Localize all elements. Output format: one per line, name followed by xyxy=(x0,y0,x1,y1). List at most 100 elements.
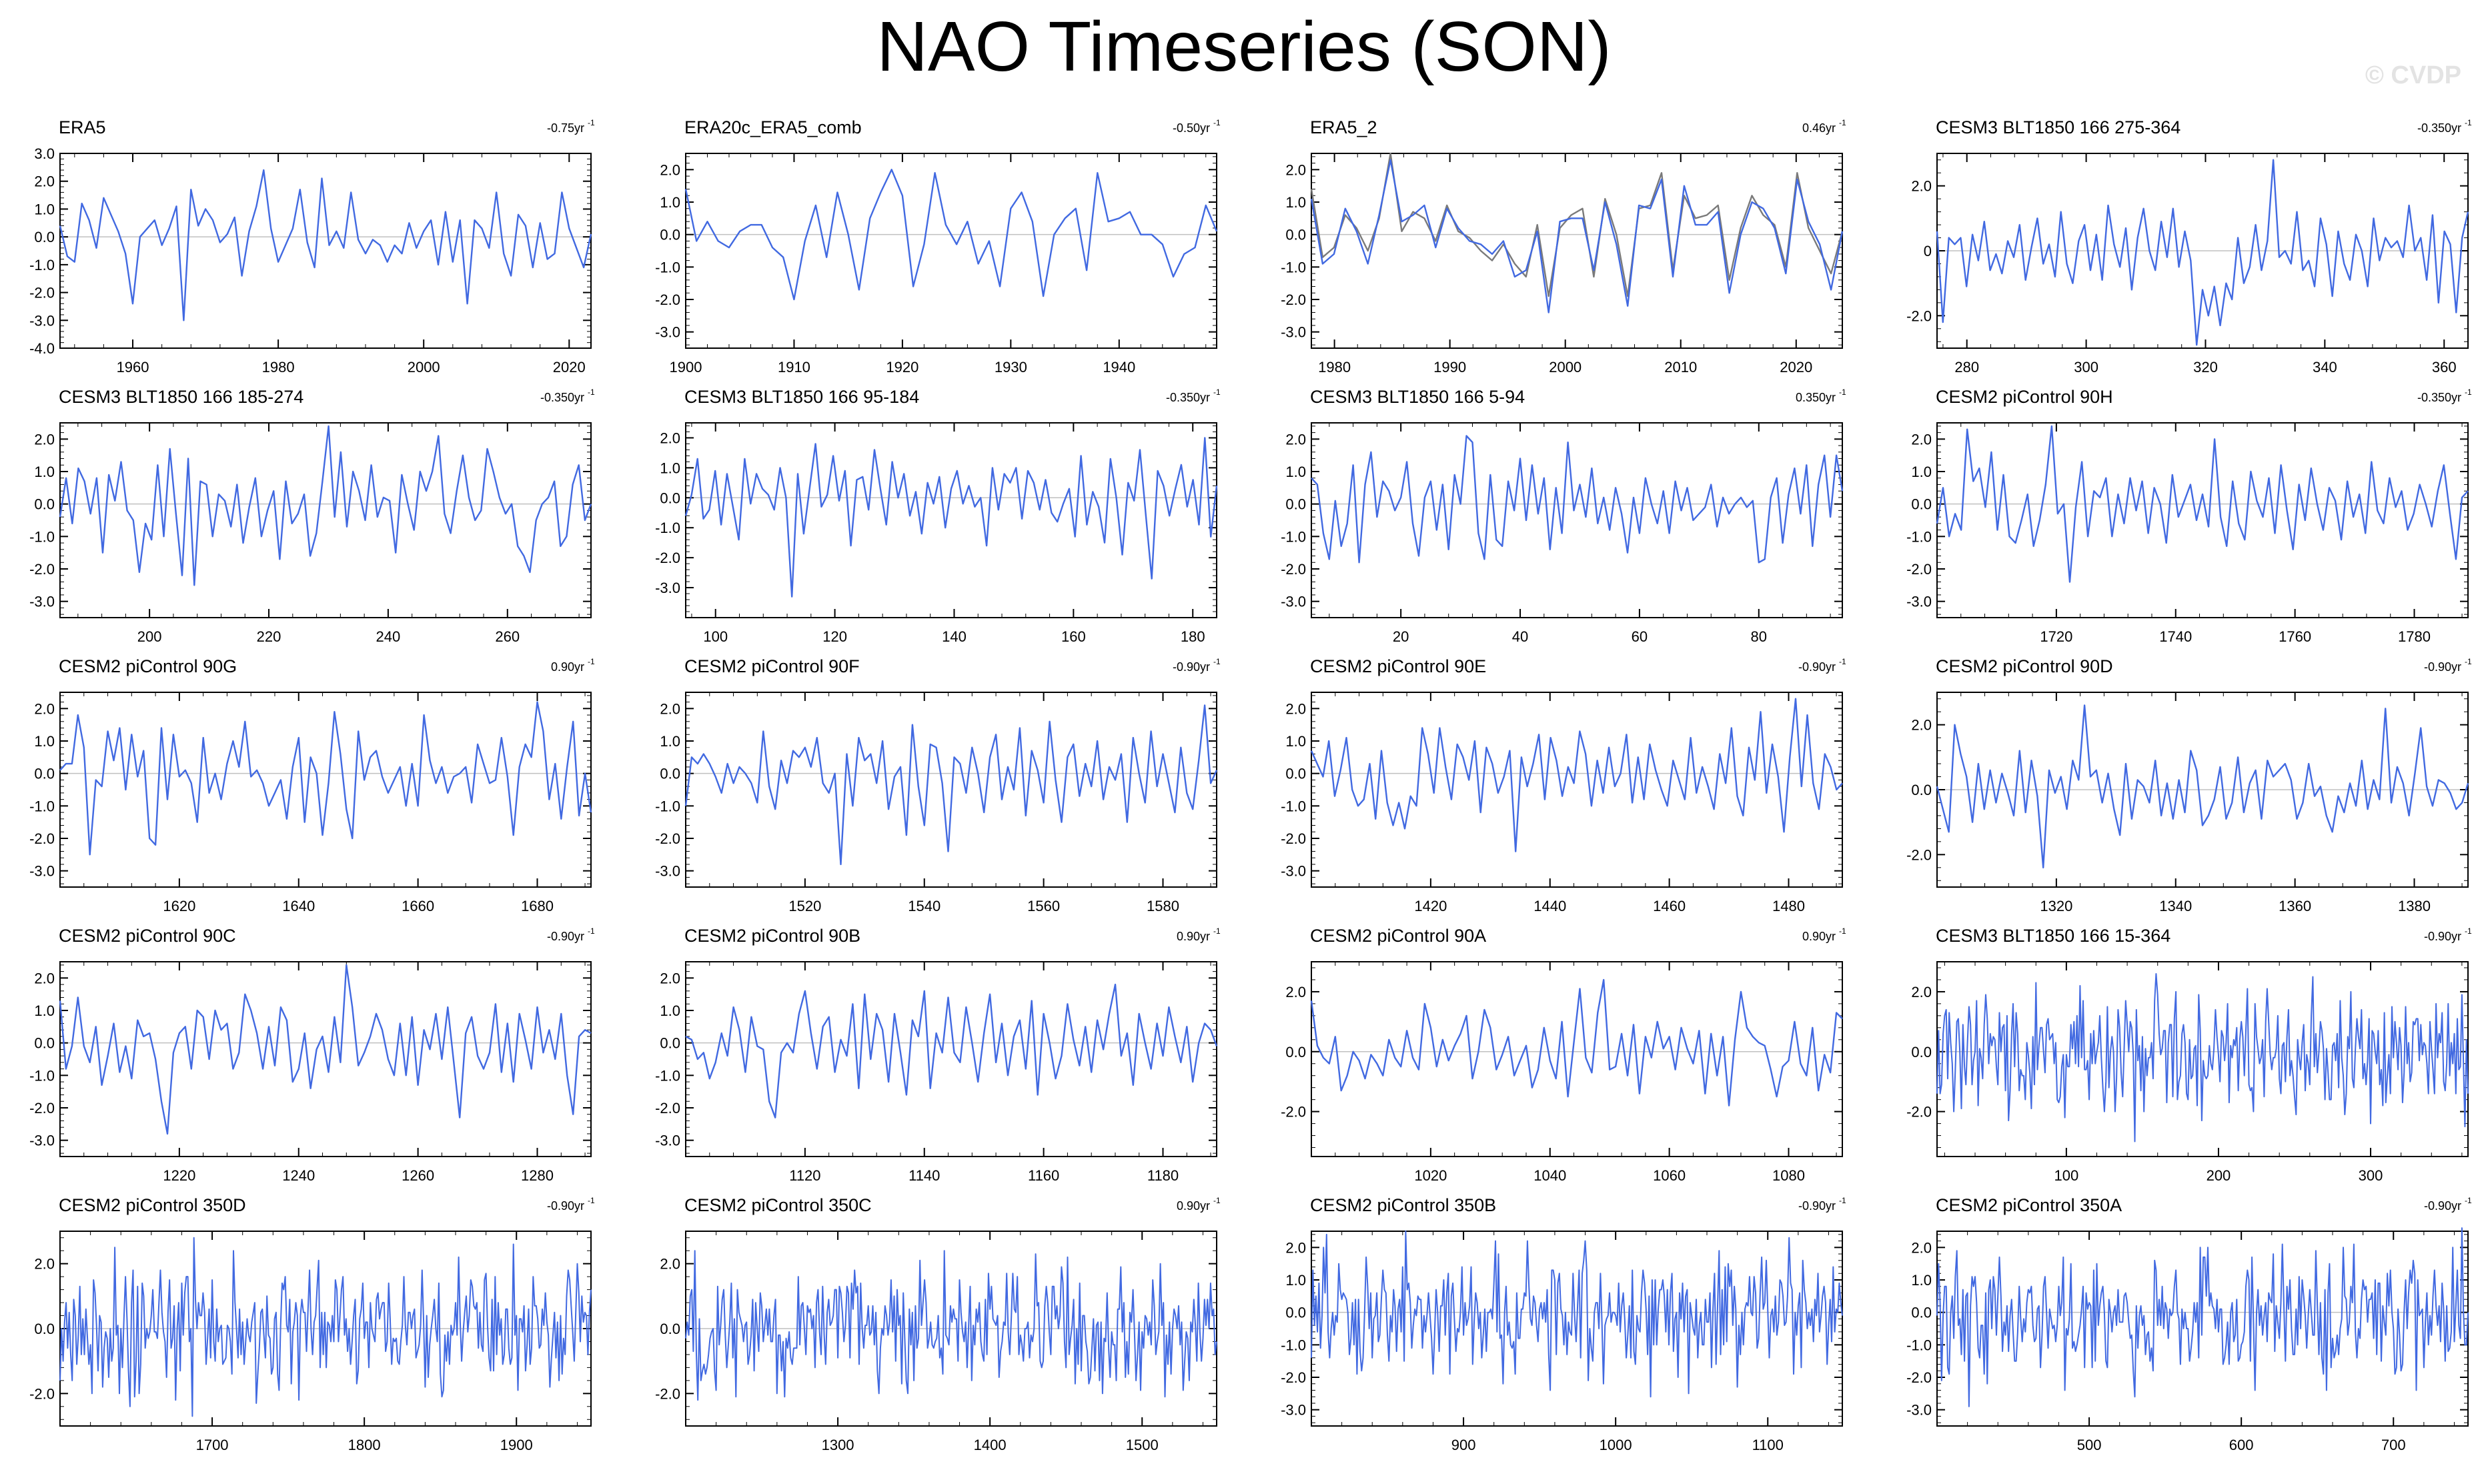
plot-frame xyxy=(59,961,592,1157)
chart-panel: CESM3 BLT1850 166 15-364 -0.90yr -1 2.0 0.0 -… xyxy=(1906,926,2472,1184)
ytick-label: 2.0 xyxy=(660,430,680,446)
ytick-label: 0.0 xyxy=(660,490,680,506)
xtick-label: 1540 xyxy=(908,898,941,914)
ytick-label: 1.0 xyxy=(1911,1272,1932,1289)
ytick-label: -1.0 xyxy=(655,798,680,814)
panel-title: CESM2 piControl 90E xyxy=(1310,656,1486,676)
plot-frame xyxy=(1311,153,1843,349)
xtick-label: 1580 xyxy=(1147,898,1179,914)
ytick-label: 1.0 xyxy=(1285,464,1306,480)
xtick-label: 1720 xyxy=(2040,628,2072,645)
ytick-label: 2.0 xyxy=(660,1256,680,1273)
trend-superscript: -1 xyxy=(588,657,595,666)
ytick-label: 2.0 xyxy=(34,700,55,717)
series-line xyxy=(685,983,1218,1119)
copyright-watermark: © CVDP xyxy=(2365,61,2461,89)
panel-title: ERA5_2 xyxy=(1310,117,1377,137)
xtick-label: 1280 xyxy=(521,1167,554,1184)
xtick-label: 1440 xyxy=(1533,898,1566,914)
panel-title: CESM3 BLT1850 166 275-364 xyxy=(1936,117,2181,137)
xtick-label: 200 xyxy=(2207,1167,2231,1184)
ytick-label: 0.0 xyxy=(660,766,680,782)
xtick-label: 500 xyxy=(2077,1437,2102,1453)
series-line xyxy=(1936,425,2469,583)
trend-superscript: -1 xyxy=(588,118,595,127)
panel-title: CESM2 piControl 90G xyxy=(59,656,237,676)
panel-trend-label: -0.350yr xyxy=(1166,391,1210,404)
panel-title: CESM2 piControl 90H xyxy=(1936,387,2113,407)
ytick-label: 0.0 xyxy=(1285,227,1306,243)
ytick-label: 0.0 xyxy=(1285,766,1306,782)
ytick-label: -3.0 xyxy=(655,863,680,880)
xtick-label: 1180 xyxy=(1147,1167,1179,1184)
panel-title: ERA5 xyxy=(59,117,106,137)
plot-frame xyxy=(1311,422,1843,618)
ytick-label: -3.0 xyxy=(1281,594,1306,610)
ytick-label: -1.0 xyxy=(29,798,55,814)
panel-trend-label: 0.90yr xyxy=(1177,1199,1210,1213)
ytick-label: 1.0 xyxy=(660,460,680,476)
trend-superscript: -1 xyxy=(588,1196,595,1205)
ytick-label: 0 xyxy=(1924,243,1932,259)
chart-panel: CESM3 BLT1850 166 5-94 0.350yr -1 2.0 1.0 0.0… xyxy=(1281,387,1846,645)
panel-title: CESM2 piControl 90F xyxy=(684,656,860,676)
chart-panel: CESM2 piControl 90C -0.90yr -1 2.0 1.0 0.0 -1.… xyxy=(29,926,595,1184)
ytick-label: -1.0 xyxy=(655,1067,680,1084)
trend-superscript: -1 xyxy=(1213,926,1221,936)
xtick-label: 360 xyxy=(2432,359,2457,376)
panel-trend-label: -0.350yr xyxy=(2417,391,2461,404)
ytick-label: -3.0 xyxy=(29,312,55,329)
chart-panel: CESM2 piControl 90F -0.90yr -1 2.0 1.0 0.0 -1.… xyxy=(655,656,1221,914)
series-line xyxy=(684,437,1218,598)
ytick-label: -1.0 xyxy=(1281,1337,1306,1353)
panel-trend-label: 0.90yr xyxy=(1802,930,1836,943)
ytick-label: 1.0 xyxy=(1285,194,1306,211)
xtick-label: 1340 xyxy=(2159,898,2192,914)
xtick-label: 160 xyxy=(1061,628,1086,645)
series-line xyxy=(1311,435,1844,564)
ytick-label: -2.0 xyxy=(655,830,680,847)
xtick-label: 1910 xyxy=(778,359,810,376)
panel-trend-label: -0.350yr xyxy=(2417,121,2461,135)
xtick-label: 1120 xyxy=(789,1167,820,1184)
series-line xyxy=(59,701,592,856)
panel-trend-label: -0.90yr xyxy=(1173,660,1210,674)
ytick-label: -3.0 xyxy=(1906,1402,1932,1419)
xtick-label: 600 xyxy=(2229,1437,2254,1453)
xtick-label: 1060 xyxy=(1653,1167,1686,1184)
chart-panel: CESM2 piControl 90E -0.90yr -1 2.0 1.0 0.0 -1.… xyxy=(1281,656,1846,914)
series-line xyxy=(59,169,592,321)
xtick-label: 20 xyxy=(1393,628,1409,645)
trend-superscript: -1 xyxy=(2465,118,2472,127)
ytick-label: -1.0 xyxy=(1906,1337,1932,1353)
ytick-label: 1.0 xyxy=(660,194,680,211)
ytick-label: -2.0 xyxy=(1281,561,1306,578)
ytick-label: 1.0 xyxy=(660,1002,680,1019)
ytick-label: 1.0 xyxy=(34,733,55,750)
ytick-label: -2.0 xyxy=(1906,846,1932,863)
chart-panel: ERA5_2 0.46yr -1 2.0 1.0 0.0 -1.0 -2.0 -3.0 1980 1… xyxy=(1281,117,1846,376)
xtick-label: 1320 xyxy=(2040,898,2072,914)
chart-panel: CESM2 piControl 90D -0.90yr -1 2.0 0.0 -2.0 13… xyxy=(1906,656,2472,914)
ytick-label: -3.0 xyxy=(1281,863,1306,880)
plot-frame xyxy=(59,153,592,349)
ytick-label: 2.0 xyxy=(1285,984,1306,1000)
chart-panel: CESM2 piControl 350A -0.90yr -1 2.0 1.0 0.0 -1… xyxy=(1906,1195,2472,1453)
ytick-label: 2.0 xyxy=(1911,431,1932,448)
ytick-label: -1.0 xyxy=(29,1067,55,1084)
ytick-label: 0.0 xyxy=(1911,782,1932,798)
xtick-label: 120 xyxy=(822,628,847,645)
panel-trend-label: 0.46yr xyxy=(1802,121,1836,135)
xtick-label: 1800 xyxy=(348,1437,381,1453)
xtick-label: 2020 xyxy=(1780,359,1812,376)
ytick-label: -2.0 xyxy=(1281,1369,1306,1386)
trend-superscript: -1 xyxy=(1839,657,1846,666)
xtick-label: 80 xyxy=(1751,628,1767,645)
ytick-label: -2.0 xyxy=(1281,291,1306,308)
ytick-label: 0.0 xyxy=(660,227,680,243)
xtick-label: 1680 xyxy=(521,898,554,914)
panel-trend-label: -0.90yr xyxy=(1798,660,1836,674)
ytick-label: -2.0 xyxy=(1906,1104,1932,1121)
plot-frame xyxy=(685,422,1217,618)
ytick-label: -2.0 xyxy=(655,1385,680,1402)
